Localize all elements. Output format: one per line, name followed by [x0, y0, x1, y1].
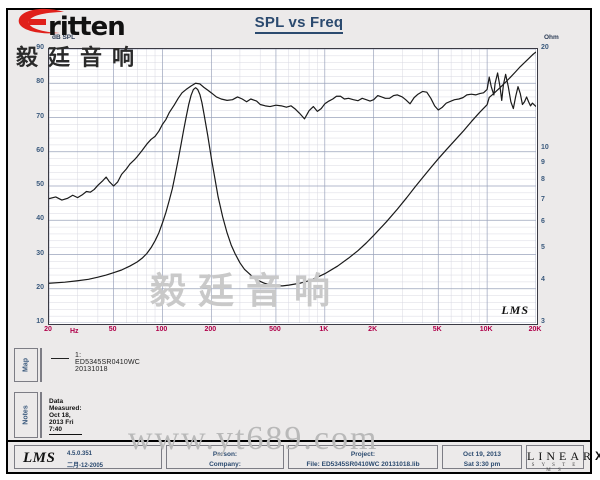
vendor-logo: LINEARX [527, 449, 600, 463]
print-date: Oct 19, 2013 [463, 451, 501, 458]
file-label: File: ED5345SR0410WC 20131018.lib [306, 461, 420, 468]
right-tick-20: 20 [541, 44, 549, 51]
notes-tab-label: Notes [22, 405, 30, 425]
map-tab[interactable]: Map [14, 348, 38, 382]
left-tick-20: 20 [36, 283, 44, 291]
x-tick-20K: 20K [528, 326, 542, 333]
footer-vendor-cell: LINEARX S Y S T E M S [526, 445, 600, 473]
report-frame: SPL vs Freq dB SPL Ohm LMS 10 20 30 40 50 60 7… [6, 8, 600, 474]
right-tick-10: 10 [541, 144, 549, 152]
left-tick-40: 40 [36, 215, 44, 223]
left-tick-90: 90 [36, 44, 44, 51]
app-version: 4.5.0.351 [67, 451, 93, 457]
map-legend-panel[interactable]: 1: ED5345SR0410WC 20131018 [40, 348, 140, 382]
app-logo: LMS [23, 450, 56, 466]
x-tick-20: 20 [44, 326, 52, 333]
right-tick-5: 5 [541, 244, 545, 252]
right-tick-7: 7 [541, 195, 545, 203]
legend-label: 1: ED5345SR0410WC 20131018 [75, 352, 141, 373]
right-tick-4: 4 [541, 276, 545, 284]
x-tick-5K: 5K [432, 326, 442, 333]
left-tick-50: 50 [36, 181, 44, 188]
left-tick-10: 10 [36, 318, 44, 325]
legend-swatch-line [51, 358, 69, 359]
left-tick-60: 60 [36, 146, 44, 154]
right-tick-3: 3 [541, 318, 545, 325]
footer-date-cell: Oct 19, 2013 Sat 3:30 pm [442, 445, 522, 469]
data-measured-label: Data Measured: Oct 18, 2013 Fri 7:40 [49, 398, 82, 435]
right-tick-9: 9 [541, 159, 545, 167]
left-tick-80: 80 [36, 78, 44, 86]
x-axis-unit-label: Hz [70, 328, 79, 335]
x-tick-2K: 2K [368, 326, 378, 333]
series-line-spl [49, 72, 536, 201]
footer-person-cell[interactable]: Person: Company: [166, 445, 284, 469]
footer-project-cell[interactable]: Project: File: ED5345SR0410WC 20131018.l… [288, 445, 438, 469]
app-build-date: 二月-12-2005 [67, 463, 104, 469]
right-axis-unit-label: Ohm [544, 34, 559, 41]
notes-tab[interactable]: Notes [14, 392, 38, 438]
lms-corner-mark: LMS [501, 303, 529, 317]
report-header: SPL vs Freq [8, 10, 590, 40]
page-title: SPL vs Freq [8, 14, 590, 34]
chart-canvas [49, 49, 536, 323]
left-tick-70: 70 [36, 112, 44, 120]
x-tick-500: 500 [269, 326, 281, 333]
x-tick-50: 50 [108, 326, 117, 333]
print-time: Sat 3:30 pm [463, 461, 501, 468]
vendor-sublabel: S Y S T E M S [531, 463, 579, 473]
footer-app-cell: LMS 4.5.0.351 二月-12-2005 [14, 445, 162, 469]
person-label: Person: [212, 451, 238, 458]
report-footer: LMS 4.5.0.351 二月-12-2005 Person: Company… [8, 440, 600, 473]
right-tick-6: 6 [541, 217, 545, 225]
x-tick-200: 200 [204, 326, 217, 333]
company-label: Company: [209, 461, 241, 468]
x-tick-100: 100 [155, 326, 168, 333]
right-tick-8: 8 [541, 176, 545, 184]
chart-plot-area[interactable]: LMS [48, 48, 538, 325]
left-tick-30: 30 [36, 249, 44, 257]
left-axis-unit-label: dB SPL [52, 34, 76, 41]
x-tick-10K: 10K [479, 326, 493, 333]
map-tab-label: Map [22, 358, 30, 372]
series-line-impedance [49, 51, 536, 287]
project-label: Project: [350, 451, 376, 458]
x-tick-1K: 1K [319, 326, 329, 333]
notes-panel[interactable]: Data Measured: Oct 18, 2013 Fri 7:40 [40, 392, 82, 438]
grid-major [49, 49, 536, 323]
